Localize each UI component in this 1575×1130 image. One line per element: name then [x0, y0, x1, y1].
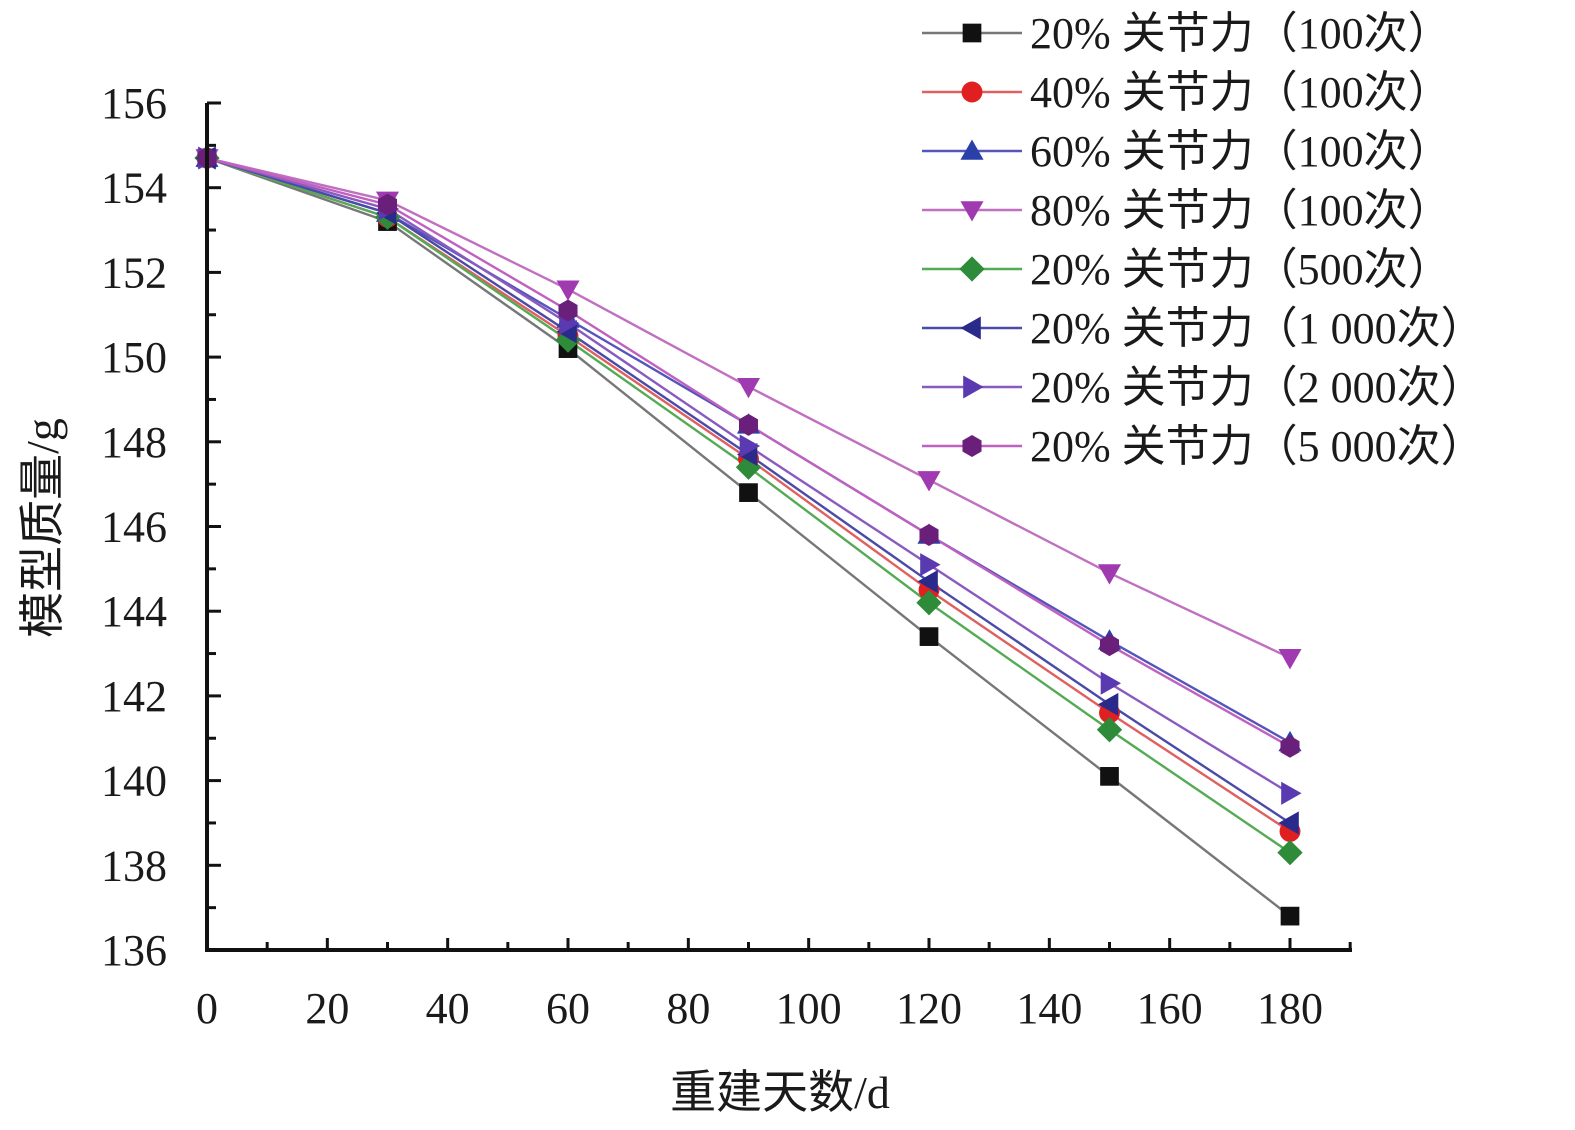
legend-label: 20% 关节力（5 000次） — [1030, 422, 1485, 471]
legend-label: 40% 关节力（100次） — [1030, 68, 1452, 117]
x-tick-label: 40 — [426, 984, 470, 1033]
x-tick-label: 180 — [1257, 984, 1323, 1033]
x-tick-label: 80 — [666, 984, 710, 1033]
x-tick-label: 120 — [896, 984, 962, 1033]
series-4-point — [1278, 648, 1302, 670]
y-tick-label: 138 — [101, 841, 167, 890]
series-4-point — [917, 471, 941, 492]
x-tick-label: 0 — [196, 984, 218, 1033]
x-tick-label: 160 — [1137, 984, 1203, 1033]
legend-marker — [961, 81, 983, 103]
series-8-point — [1099, 634, 1120, 657]
legend-label: 60% 关节力（100次） — [1030, 127, 1452, 176]
series-8-point — [1280, 735, 1300, 758]
legend-marker — [962, 23, 982, 43]
legend: 20% 关节力（100次） 40% 关节力（100次） 60% 关节力（100次） 8… — [922, 9, 1485, 471]
legend-marker — [959, 256, 985, 282]
series-8-point — [919, 523, 939, 546]
y-axis-title: 模型质量/g — [17, 418, 68, 638]
series-6-point — [1097, 692, 1119, 716]
legend-marker — [960, 201, 984, 222]
legend-marker — [960, 139, 984, 160]
y-tick-label: 136 — [101, 926, 167, 975]
y-tick-label: 142 — [101, 672, 167, 721]
series-5-point — [1096, 717, 1123, 743]
series-5-point — [1277, 839, 1303, 866]
y-tick-label: 144 — [101, 587, 167, 636]
series-8-point — [738, 413, 759, 436]
series-4-point — [736, 377, 761, 399]
series-1-point — [919, 627, 939, 646]
y-tick-label: 146 — [101, 503, 167, 552]
series-5-point — [916, 590, 942, 616]
series-7-point — [1100, 671, 1122, 695]
legend-marker — [962, 435, 982, 457]
series-4-point — [1097, 564, 1122, 585]
x-tick-label: 60 — [546, 984, 590, 1033]
legend-marker — [960, 316, 981, 340]
series-6-point — [1278, 811, 1299, 835]
series-7-point — [739, 434, 761, 458]
y-tick-label: 148 — [101, 418, 167, 467]
series-4-point — [556, 280, 580, 301]
series-7-point — [1281, 781, 1302, 805]
series-1-point — [1280, 906, 1300, 926]
x-axis-title: 重建天数/d — [670, 1067, 890, 1118]
series-8-point — [558, 299, 578, 322]
series-1-point — [739, 483, 758, 502]
series-8-point — [377, 193, 398, 216]
series-1-point — [1100, 767, 1119, 786]
x-tick-label: 20 — [305, 984, 349, 1033]
plot-markers — [194, 145, 1303, 926]
legend-label: 20% 关节力（2 000次） — [1030, 363, 1485, 412]
y-tick-label: 152 — [101, 248, 167, 297]
series-6-point — [917, 570, 938, 594]
series-7-point — [920, 553, 941, 577]
legend-label: 20% 关节力（100次） — [1030, 9, 1452, 58]
y-tick-label: 156 — [101, 79, 167, 128]
ticks: 136 138 140 142 144 146 148 150 152 154 156 0 20 40 60… — [101, 79, 1352, 1033]
y-tick-label: 154 — [101, 164, 167, 213]
y-tick-label: 140 — [101, 757, 167, 806]
legend-marker — [963, 375, 984, 399]
legend-label: 20% 关节力（500次） — [1030, 245, 1452, 294]
y-tick-label: 150 — [101, 333, 167, 382]
x-tick-label: 100 — [776, 984, 842, 1033]
legend-label: 20% 关节力（1 000次） — [1030, 304, 1485, 353]
legend-label: 80% 关节力（100次） — [1030, 186, 1452, 235]
x-tick-label: 140 — [1016, 984, 1082, 1033]
